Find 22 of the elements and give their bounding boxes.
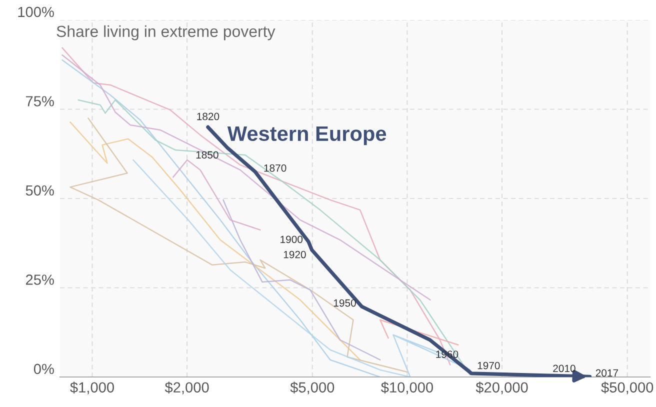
annotation: 1920	[284, 250, 306, 258]
y-tick-label: 50%	[26, 185, 54, 196]
annotation: 1850	[196, 151, 218, 159]
annotation: 1820	[197, 112, 220, 120]
x-tick-label: $2,000	[164, 382, 209, 394]
x-tick-label: $1,000	[70, 382, 114, 394]
y-tick-label: 25%	[26, 274, 54, 285]
y-tick-label: 100%	[18, 6, 54, 18]
y-axis-title: Share living in extreme poverty	[56, 25, 276, 40]
annotation: 2010	[553, 364, 576, 372]
annotation: 1900	[280, 236, 303, 244]
x-tick-label: $10,000	[381, 382, 433, 394]
annotation: 1970	[478, 362, 500, 370]
annotation: 1870	[264, 164, 286, 172]
x-tick-label: $50,000	[601, 382, 654, 394]
series-label: Western Europe	[227, 126, 386, 146]
annotation: 2017	[596, 369, 618, 377]
y-tick-label: 75%	[26, 96, 54, 106]
annotation: 1950	[334, 299, 356, 307]
y-tick-label: 0%	[34, 364, 54, 374]
x-tick-label: $5,000	[290, 382, 334, 394]
x-tick-label: $20,000	[476, 382, 528, 394]
